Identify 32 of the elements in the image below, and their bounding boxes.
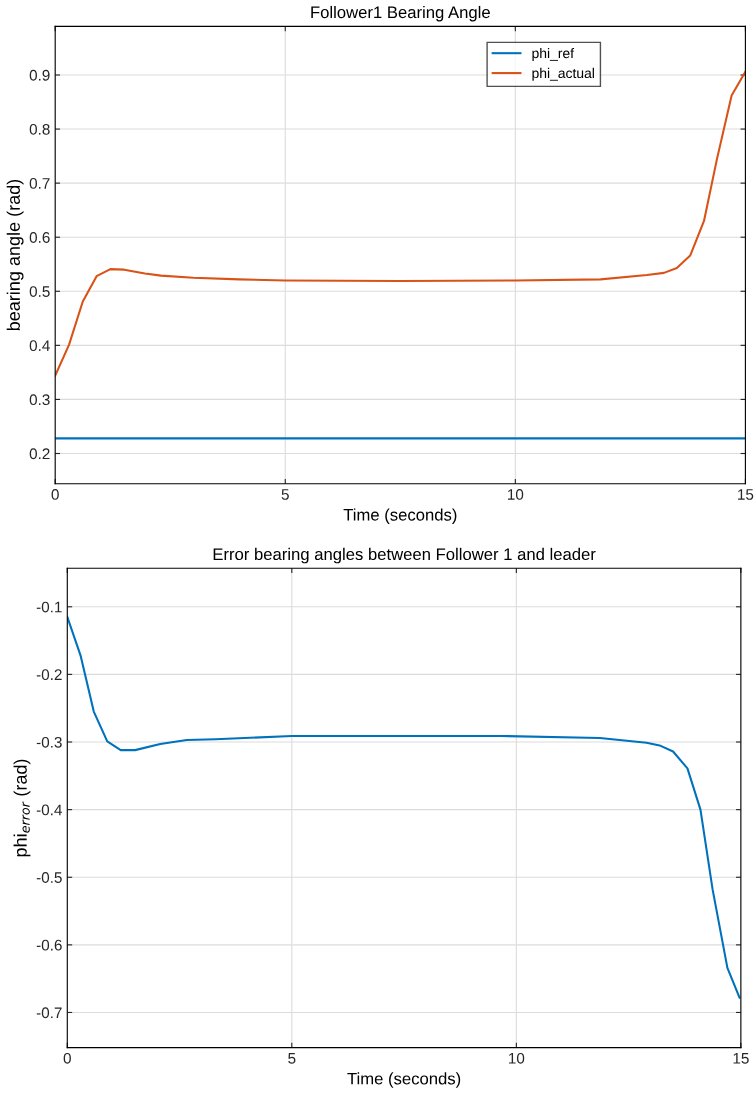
x-tick-label: 5 <box>281 489 289 500</box>
y-tick-label: -0.4 <box>36 804 62 816</box>
legend-label: phi_ref <box>532 47 575 61</box>
x-tick-label: 0 <box>51 489 59 500</box>
x-tick-label: 15 <box>733 1053 749 1064</box>
chart-title: Follower1 Bearing Angle <box>311 5 490 22</box>
x-tick-label: 0 <box>63 1052 71 1064</box>
y-tick-label: 0.7 <box>29 178 50 189</box>
y-tick-label: 0.5 <box>29 286 50 297</box>
chart-title: Error bearing angles between Follower 1 and leader <box>213 547 596 564</box>
legend-label: phi_actual <box>532 67 594 81</box>
x-tick-label: 10 <box>508 489 524 500</box>
y-tick-label: -0.3 <box>36 736 62 748</box>
y-tick-label: -0.1 <box>36 601 62 613</box>
y-axis-title: bearing angle (rad) <box>6 179 24 331</box>
y-tick-label: -0.6 <box>36 939 62 951</box>
y-tick-label: 0.6 <box>29 232 50 243</box>
y-tick-label: -0.2 <box>36 669 62 681</box>
line-series <box>67 615 741 999</box>
x-axis-title: Time (seconds) <box>343 508 457 524</box>
y-axis-title: phi$_{error}$ (rad) <box>13 759 31 857</box>
x-tick-label: 15 <box>738 489 754 500</box>
x-axis-title: Time (seconds) <box>347 1072 461 1088</box>
x-tick-label: 10 <box>509 1052 525 1064</box>
y-tick-label: 0.8 <box>29 123 50 135</box>
y-tick-label: 0.4 <box>29 340 50 352</box>
y-tick-label: 0.2 <box>29 448 50 460</box>
y-tick-label: 0.9 <box>29 69 50 81</box>
y-tick-label: -0.5 <box>36 872 62 883</box>
x-tick-label: 5 <box>288 1053 296 1064</box>
y-tick-label: 0.3 <box>29 394 50 406</box>
y-tick-label: -0.7 <box>36 1007 62 1019</box>
